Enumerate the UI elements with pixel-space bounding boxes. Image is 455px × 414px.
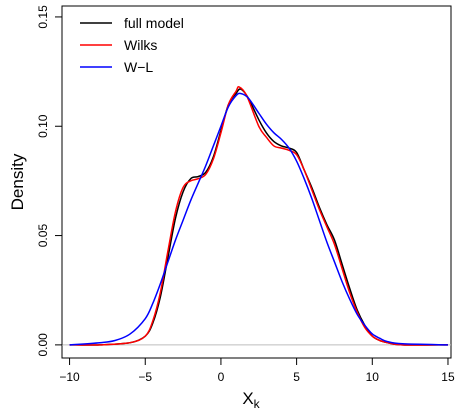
x-axis-title-main: X xyxy=(242,389,253,408)
x-axis-title: Xk xyxy=(242,389,260,411)
x-tick-label: −10 xyxy=(59,370,80,384)
x-tick-label: 5 xyxy=(293,370,300,384)
y-axis: 0.00 0.05 0.10 0.15 xyxy=(36,5,63,357)
y-tick-label: 0.10 xyxy=(36,114,50,138)
legend-label-full-model: full model xyxy=(124,15,184,31)
y-tick-label: 0.15 xyxy=(36,5,50,29)
y-axis-title: Density xyxy=(8,153,27,210)
legend-label-wilks: Wilks xyxy=(124,37,157,53)
series-line-full-model xyxy=(69,88,448,346)
x-tick-label: −5 xyxy=(138,370,152,384)
x-axis-title-subscript: k xyxy=(254,397,261,411)
legend: full model Wilks W−L xyxy=(80,15,184,75)
x-axis: −10 −5 0 5 10 15 xyxy=(59,357,455,384)
legend-label-w-l: W−L xyxy=(124,59,153,75)
series-curves xyxy=(69,86,448,346)
plot-frame xyxy=(61,5,452,359)
series-line-wilks xyxy=(69,86,448,346)
y-tick-label: 0.05 xyxy=(36,224,50,248)
x-tick-label: 15 xyxy=(441,370,455,384)
x-tick-label: 0 xyxy=(218,370,225,384)
series-line-w-l xyxy=(69,92,448,346)
y-tick-label: 0.00 xyxy=(36,333,50,357)
x-tick-label: 10 xyxy=(366,370,380,384)
